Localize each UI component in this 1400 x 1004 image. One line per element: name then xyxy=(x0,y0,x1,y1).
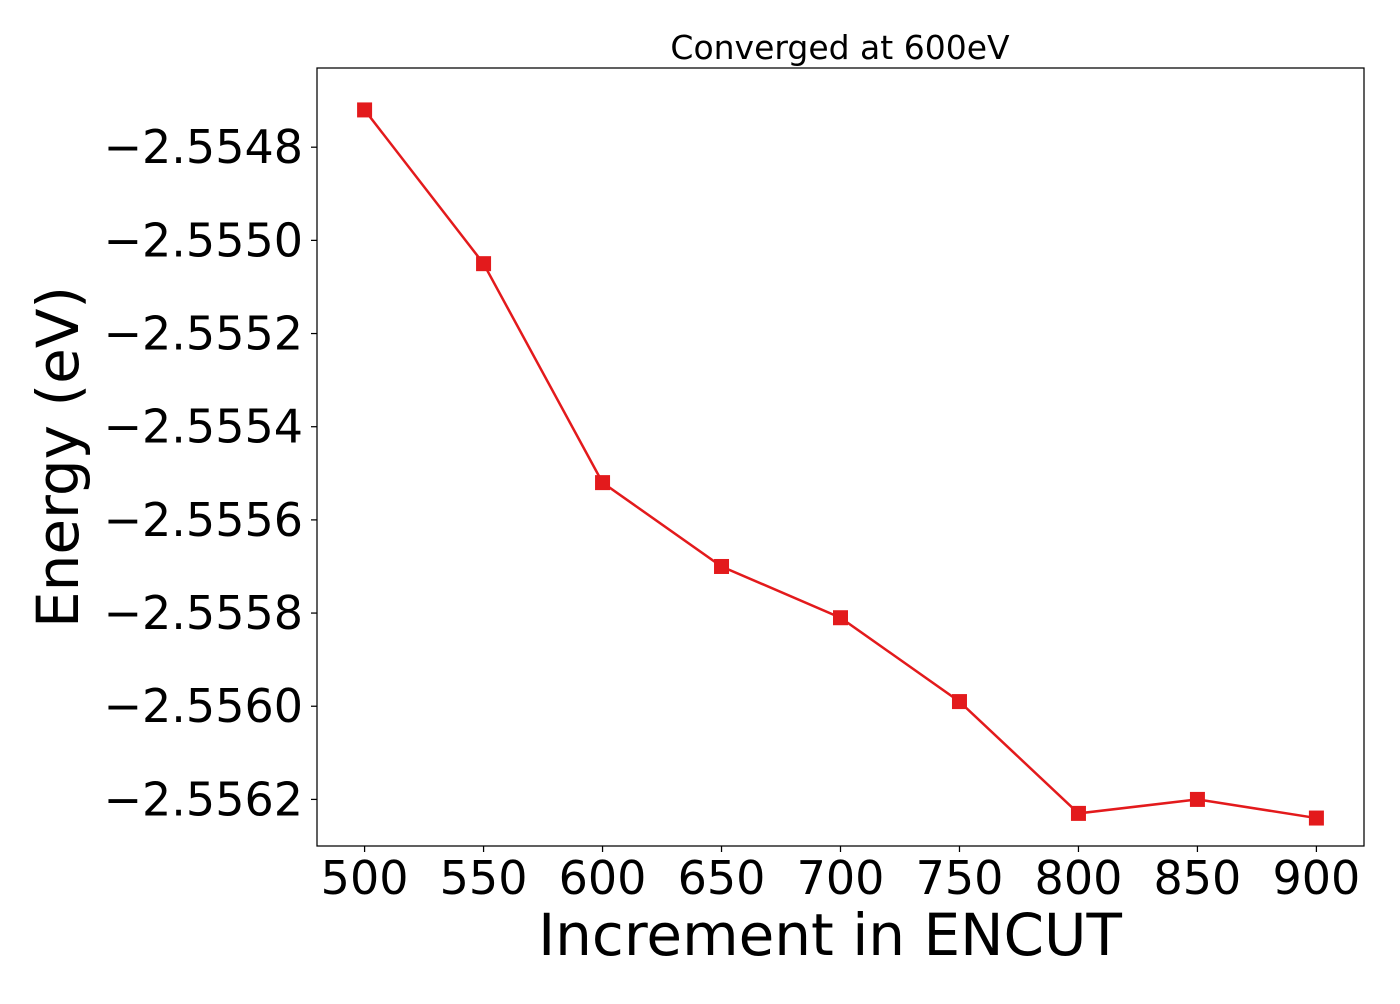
data-point-marker xyxy=(357,102,373,118)
data-point-marker xyxy=(714,558,730,574)
x-tick-label: 900 xyxy=(1273,851,1361,905)
y-tick-label: −2.5560 xyxy=(104,679,304,733)
data-point-marker xyxy=(833,610,848,626)
data-point-marker xyxy=(1308,810,1324,826)
x-tick-label: 500 xyxy=(321,851,409,905)
x-tick-label: 750 xyxy=(916,851,1004,905)
series-line xyxy=(363,109,1317,820)
y-axis-ticks: −2.5548 −2.5550 −2.5552 −2.5554 −2.5556 −2.55… xyxy=(104,120,317,826)
x-axis-title: Increment in ENCUT xyxy=(538,901,1122,969)
y-tick-label: −2.5556 xyxy=(104,493,304,547)
y-tick-label: −2.5548 xyxy=(104,120,304,174)
y-axis-title: Energy (eV) xyxy=(24,286,92,628)
y-tick-label: −2.5552 xyxy=(104,307,304,361)
y-tick-label: −2.5550 xyxy=(104,213,304,267)
chart-title: Converged at 600eV xyxy=(670,28,1010,67)
x-tick-label: 700 xyxy=(797,851,885,905)
data-point-marker xyxy=(595,475,611,491)
series-layer xyxy=(357,102,1324,826)
y-tick-label: −2.5562 xyxy=(104,772,304,826)
plot-area-frame xyxy=(316,67,1365,847)
x-tick-label: 600 xyxy=(559,851,647,905)
x-axis-ticks: 500 550 600 650 700 750 800 850 900 xyxy=(321,846,1361,905)
y-tick-label: −2.5558 xyxy=(104,586,304,640)
x-tick-label: 650 xyxy=(678,851,766,905)
x-tick-label: 850 xyxy=(1154,851,1242,905)
data-point-marker xyxy=(951,694,967,710)
data-point-marker xyxy=(1070,805,1086,821)
x-tick-label: 550 xyxy=(440,851,528,905)
data-point-marker xyxy=(476,256,492,272)
data-point-marker xyxy=(1189,791,1205,807)
x-tick-label: 800 xyxy=(1035,851,1123,905)
y-tick-label: −2.5554 xyxy=(104,400,304,454)
